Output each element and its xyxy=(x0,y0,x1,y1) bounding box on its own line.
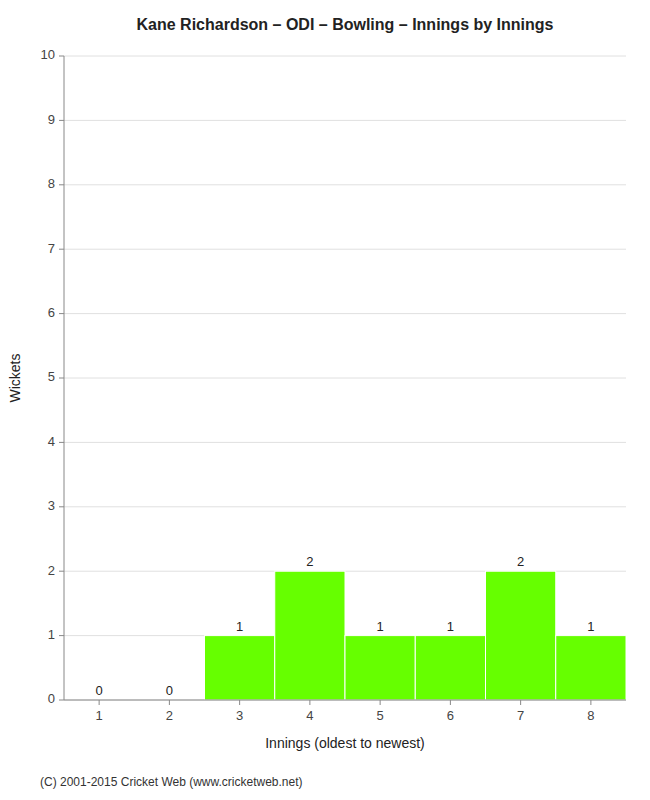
grid-line xyxy=(64,378,626,379)
chart-container: 0 1 2 3 4 5 6 7 8 9 10 0 0 1 2 1 1 2 1 1 2 3 4 5 6 7 8 Kane Richard… xyxy=(0,0,650,800)
x-tick xyxy=(309,700,310,705)
y-tick-label: 9 xyxy=(48,112,55,127)
y-tick xyxy=(59,56,64,57)
bar xyxy=(556,636,626,700)
y-tick-label: 3 xyxy=(48,498,55,513)
y-tick-label: 1 xyxy=(48,627,55,642)
data-label: 0 xyxy=(166,683,173,698)
x-tick xyxy=(99,700,100,705)
x-tick xyxy=(520,700,521,705)
y-tick-label: 7 xyxy=(48,241,55,256)
y-axis-label: Wickets xyxy=(7,354,23,403)
x-tick-label: 3 xyxy=(236,708,243,723)
bar xyxy=(275,571,345,700)
y-tick xyxy=(59,184,64,185)
grid-line xyxy=(64,313,626,314)
x-tick xyxy=(380,700,381,705)
x-tick-label: 7 xyxy=(517,708,524,723)
bar xyxy=(345,636,415,700)
y-tick-label: 4 xyxy=(48,434,55,449)
grid-line xyxy=(64,56,626,57)
data-label: 2 xyxy=(517,554,524,569)
grid-line xyxy=(64,184,626,185)
y-tick-label: 8 xyxy=(48,176,55,191)
y-tick xyxy=(59,120,64,121)
y-tick-label: 6 xyxy=(48,305,55,320)
y-tick xyxy=(59,506,64,507)
x-tick-label: 2 xyxy=(166,708,173,723)
data-label: 1 xyxy=(447,619,454,634)
y-tick xyxy=(59,378,64,379)
y-tick-label: 5 xyxy=(48,369,55,384)
bar xyxy=(486,571,556,700)
grid-line xyxy=(64,700,626,701)
grid-line xyxy=(64,120,626,121)
x-tick xyxy=(239,700,240,705)
grid-line xyxy=(64,506,626,507)
data-label: 0 xyxy=(96,683,103,698)
x-tick-label: 5 xyxy=(377,708,384,723)
data-label: 1 xyxy=(377,619,384,634)
y-tick xyxy=(59,700,64,701)
y-tick xyxy=(59,571,64,572)
chart-svg: 0 1 2 3 4 5 6 7 8 9 10 0 0 1 2 1 1 2 1 1 2 3 4 5 6 7 8 Kane Richard… xyxy=(0,0,650,800)
bars xyxy=(205,571,627,700)
background xyxy=(0,0,650,800)
data-label: 1 xyxy=(587,619,594,634)
y-tick-label: 2 xyxy=(48,563,55,578)
x-tick-label: 8 xyxy=(587,708,594,723)
x-axis-line xyxy=(64,700,626,701)
footer-text: (C) 2001-2015 Cricket Web (www.cricketwe… xyxy=(40,775,303,789)
x-tick xyxy=(169,700,170,705)
y-tick xyxy=(59,313,64,314)
bar xyxy=(415,636,485,700)
data-label: 2 xyxy=(306,554,313,569)
y-tick-label: 10 xyxy=(41,47,55,62)
y-tick xyxy=(59,442,64,443)
y-axis-line xyxy=(64,56,65,700)
grid-line xyxy=(64,249,626,250)
x-tick xyxy=(450,700,451,705)
x-tick-label: 4 xyxy=(306,708,313,723)
bar xyxy=(205,636,275,700)
data-label: 1 xyxy=(236,619,243,634)
y-tick xyxy=(59,249,64,250)
x-tick-label: 1 xyxy=(96,708,103,723)
x-tick xyxy=(590,700,591,705)
grid-line xyxy=(64,442,626,443)
y-tick-label: 0 xyxy=(48,691,55,706)
x-axis-label: Innings (oldest to newest) xyxy=(265,735,425,751)
title: Kane Richardson – ODI – Bowling – Inning… xyxy=(137,16,554,33)
x-tick-label: 6 xyxy=(447,708,454,723)
y-grid xyxy=(64,56,626,700)
y-tick xyxy=(59,635,64,636)
